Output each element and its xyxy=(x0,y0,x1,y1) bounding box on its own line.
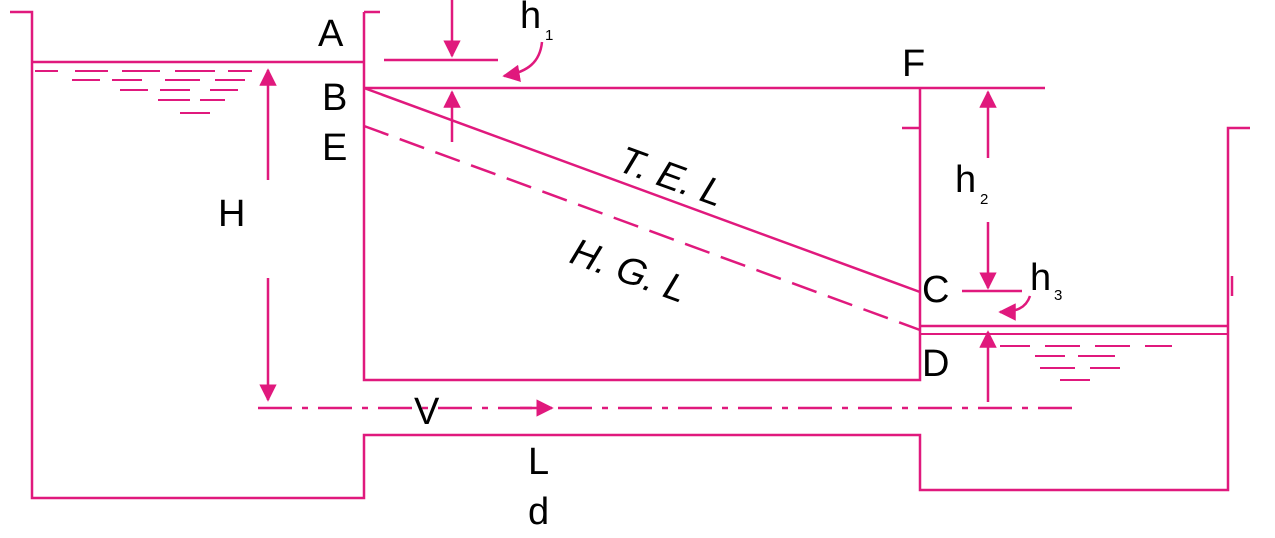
right-water-dashes xyxy=(920,333,1228,381)
label-V: V xyxy=(414,391,440,433)
label-D: D xyxy=(922,343,949,385)
h3-pointer-arrow xyxy=(998,295,1032,321)
hgl-line xyxy=(363,124,921,332)
label-E: E xyxy=(322,127,347,169)
label-C: C xyxy=(922,269,949,311)
left-tank-inner-wall xyxy=(362,10,922,382)
label-h2: h xyxy=(955,159,976,201)
tel-line xyxy=(363,86,921,294)
label-h2-sub: 2 xyxy=(980,191,988,208)
left-reservoir-wall xyxy=(10,10,1250,500)
label-h1-sub: 1 xyxy=(545,27,553,44)
label-h1: h xyxy=(520,0,541,37)
label-B: B xyxy=(322,77,347,119)
label-tel: T. E. L xyxy=(613,139,729,216)
label-h3-sub: 3 xyxy=(1054,287,1062,304)
label-F: F xyxy=(902,43,925,85)
label-H: H xyxy=(218,193,245,235)
label-h3: h xyxy=(1030,257,1051,299)
left-water-dashes xyxy=(35,70,252,114)
h1-pointer-arrow xyxy=(502,41,544,83)
label-hgl: H. G. L xyxy=(565,231,692,312)
label-d: d xyxy=(528,491,549,533)
label-L: L xyxy=(528,441,549,483)
label-A: A xyxy=(318,13,344,55)
